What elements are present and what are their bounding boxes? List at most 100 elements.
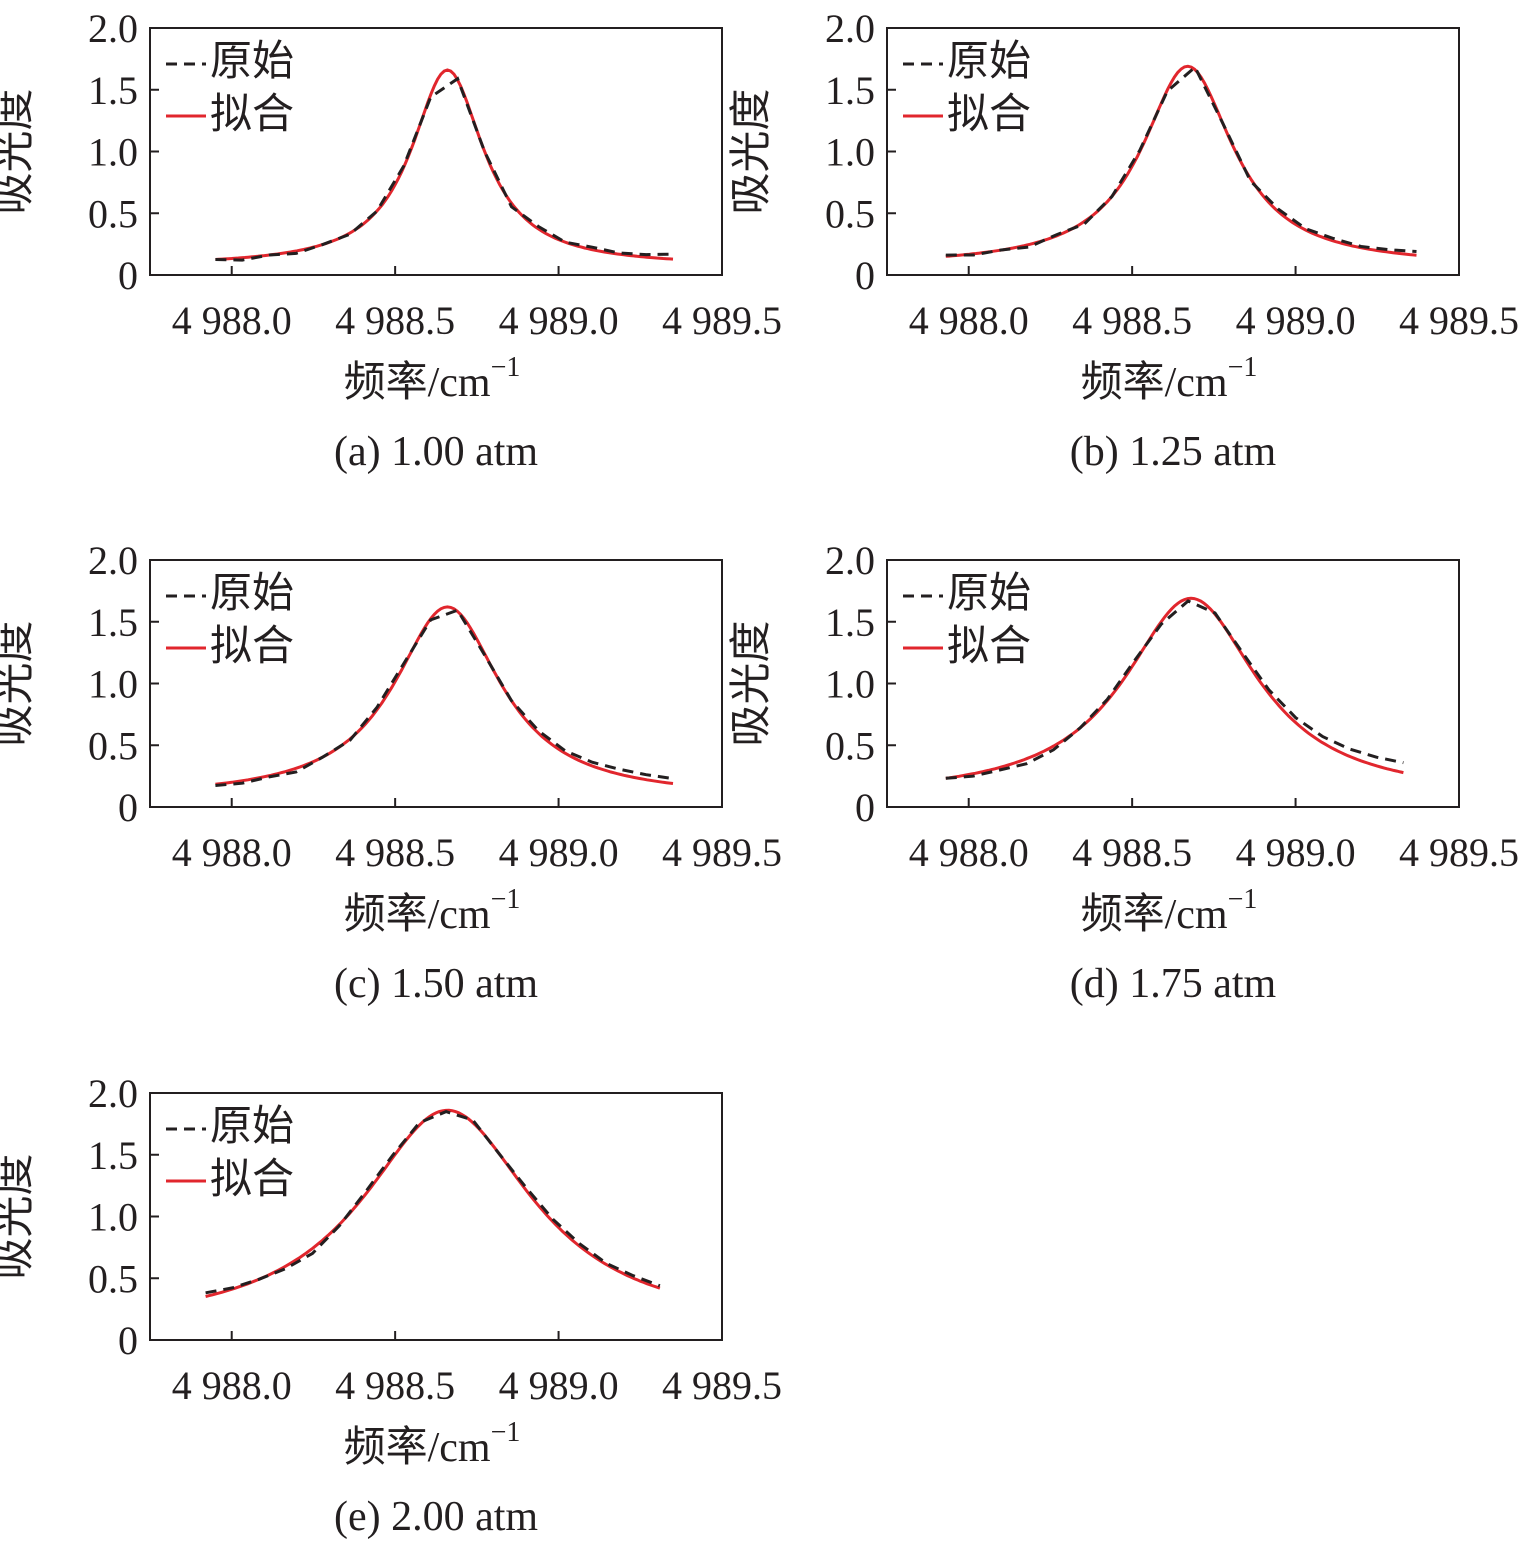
x-tick-label: 4 989.5 xyxy=(1399,298,1519,343)
x-tick-label: 4 989.5 xyxy=(1399,830,1519,875)
y-tick-label: 1.5 xyxy=(88,68,138,113)
subplot-c: 0 0.5 1.0 1.5 2.0 4 988.0 4 988.5 4 989.0 4 989.… xyxy=(0,538,782,1007)
y-tick-label: 0.5 xyxy=(88,723,138,768)
legend-raw-label: 原始 xyxy=(947,571,1031,617)
y-tick-label: 2.0 xyxy=(88,538,138,583)
legend-raw-label: 原始 xyxy=(210,571,294,617)
y-axis-label: 吸光度 xyxy=(0,620,38,746)
subplot-caption: (b) 1.25 atm xyxy=(1070,429,1277,475)
x-tick-label: 4 988.5 xyxy=(1072,298,1192,343)
x-tick-label: 4 988.5 xyxy=(335,1363,455,1408)
y-tick-label: 1.5 xyxy=(825,68,875,113)
subplot-b: 0 0.5 1.0 1.5 2.0 4 988.0 4 988.5 4 989.0 4 989.… xyxy=(729,6,1519,475)
subplot-caption: (d) 1.75 atm xyxy=(1070,961,1277,1007)
y-tick-label: 0 xyxy=(118,785,138,830)
x-tick-label: 4 989.0 xyxy=(499,830,619,875)
series-fit-line xyxy=(945,596,1404,780)
x-axis-label-sup: −1 xyxy=(491,884,521,915)
series-fit-line xyxy=(215,68,674,261)
y-axis-label: 吸光度 xyxy=(0,88,38,214)
x-tick-label: 4 989.5 xyxy=(662,830,782,875)
legend-raw-label: 原始 xyxy=(210,1104,294,1150)
y-tick-label: 1.0 xyxy=(825,662,875,707)
series-fit-line xyxy=(945,64,1417,258)
x-tick-label: 4 988.0 xyxy=(172,830,292,875)
series-raw-line xyxy=(945,599,1404,780)
y-tick-label: 0.5 xyxy=(88,191,138,236)
subplot-caption: (c) 1.50 atm xyxy=(334,961,538,1007)
series-fit-line xyxy=(205,1108,661,1298)
subplot-e: 0 0.5 1.0 1.5 2.0 4 988.0 4 988.5 4 989.0 4 989.… xyxy=(0,1071,782,1540)
y-axis-label: 吸光度 xyxy=(729,620,775,746)
legend-fit-label: 拟合 xyxy=(947,624,1031,670)
y-tick-label: 2.0 xyxy=(825,6,875,51)
x-axis-label-base: 频率/cm xyxy=(1081,359,1228,406)
x-tick-label: 4 988.5 xyxy=(335,298,455,343)
legend-fit-label: 拟合 xyxy=(210,624,294,670)
y-tick-label: 1.0 xyxy=(825,130,875,175)
y-tick-label: 1.5 xyxy=(88,1133,138,1178)
legend-fit-label: 拟合 xyxy=(947,92,1031,138)
y-tick-label: 0 xyxy=(855,253,875,298)
y-axis-label: 吸光度 xyxy=(0,1153,38,1279)
y-tick-label: 1.5 xyxy=(88,600,138,645)
x-axis-label-base: 频率/cm xyxy=(1081,891,1228,938)
x-tick-label: 4 989.5 xyxy=(662,298,782,343)
y-tick-label: 2.0 xyxy=(88,6,138,51)
x-tick-label: 4 988.5 xyxy=(1072,830,1192,875)
y-tick-label: 0.5 xyxy=(825,723,875,768)
y-tick-label: 0.5 xyxy=(88,1256,138,1301)
y-tick-label: 0 xyxy=(855,785,875,830)
subplot-caption: (a) 1.00 atm xyxy=(334,429,538,475)
subplot-caption: (e) 2.00 atm xyxy=(334,1494,538,1540)
y-tick-label: 1.0 xyxy=(88,662,138,707)
series-raw-line xyxy=(215,76,674,262)
x-tick-label: 4 988.0 xyxy=(172,298,292,343)
x-axis-label: 频率/cm−1 xyxy=(1081,352,1258,406)
y-tick-label: 1.0 xyxy=(88,1195,138,1240)
series-fit-line xyxy=(215,605,674,786)
series-raw-line xyxy=(215,608,674,787)
y-tick-label: 0 xyxy=(118,1318,138,1363)
x-axis-label-base: 频率/cm xyxy=(344,1424,491,1471)
x-tick-label: 4 989.0 xyxy=(1236,298,1356,343)
series-raw-line xyxy=(205,1110,661,1295)
legend-fit-label: 拟合 xyxy=(210,92,294,138)
x-axis-label-base: 频率/cm xyxy=(344,891,491,938)
legend-raw-label: 原始 xyxy=(947,39,1031,85)
legend-fit-label: 拟合 xyxy=(210,1157,294,1203)
x-axis-label-base: 频率/cm xyxy=(344,359,491,406)
x-tick-label: 4 989.0 xyxy=(1236,830,1356,875)
x-axis-label: 频率/cm−1 xyxy=(344,884,521,938)
x-axis-label: 频率/cm−1 xyxy=(344,1417,521,1471)
x-tick-label: 4 989.5 xyxy=(662,1363,782,1408)
x-tick-label: 4 988.0 xyxy=(172,1363,292,1408)
x-axis-label-sup: −1 xyxy=(491,352,521,383)
y-tick-label: 1.5 xyxy=(825,600,875,645)
x-tick-label: 4 988.0 xyxy=(909,830,1029,875)
x-axis-label: 频率/cm−1 xyxy=(1081,884,1258,938)
series-raw-line xyxy=(945,64,1417,257)
y-tick-label: 2.0 xyxy=(88,1071,138,1116)
x-axis-label-sup: −1 xyxy=(1228,884,1258,915)
subplot-d: 0 0.5 1.0 1.5 2.0 4 988.0 4 988.5 4 989.0 4 989.… xyxy=(729,538,1519,1007)
subplot-a: 0 0.5 1.0 1.5 2.0 4 988.0 4 988.5 4 989.0 4 989.… xyxy=(0,6,782,475)
y-tick-label: 0.5 xyxy=(825,191,875,236)
x-tick-label: 4 988.0 xyxy=(909,298,1029,343)
x-tick-label: 4 989.0 xyxy=(499,1363,619,1408)
x-tick-label: 4 989.0 xyxy=(499,298,619,343)
x-axis-label-sup: −1 xyxy=(1228,352,1258,383)
y-tick-label: 0 xyxy=(118,253,138,298)
y-tick-label: 2.0 xyxy=(825,538,875,583)
x-axis-label: 频率/cm−1 xyxy=(344,352,521,406)
x-tick-label: 4 988.5 xyxy=(335,830,455,875)
x-axis-label-sup: −1 xyxy=(491,1417,521,1448)
legend-raw-label: 原始 xyxy=(210,39,294,85)
y-axis-label: 吸光度 xyxy=(729,88,775,214)
